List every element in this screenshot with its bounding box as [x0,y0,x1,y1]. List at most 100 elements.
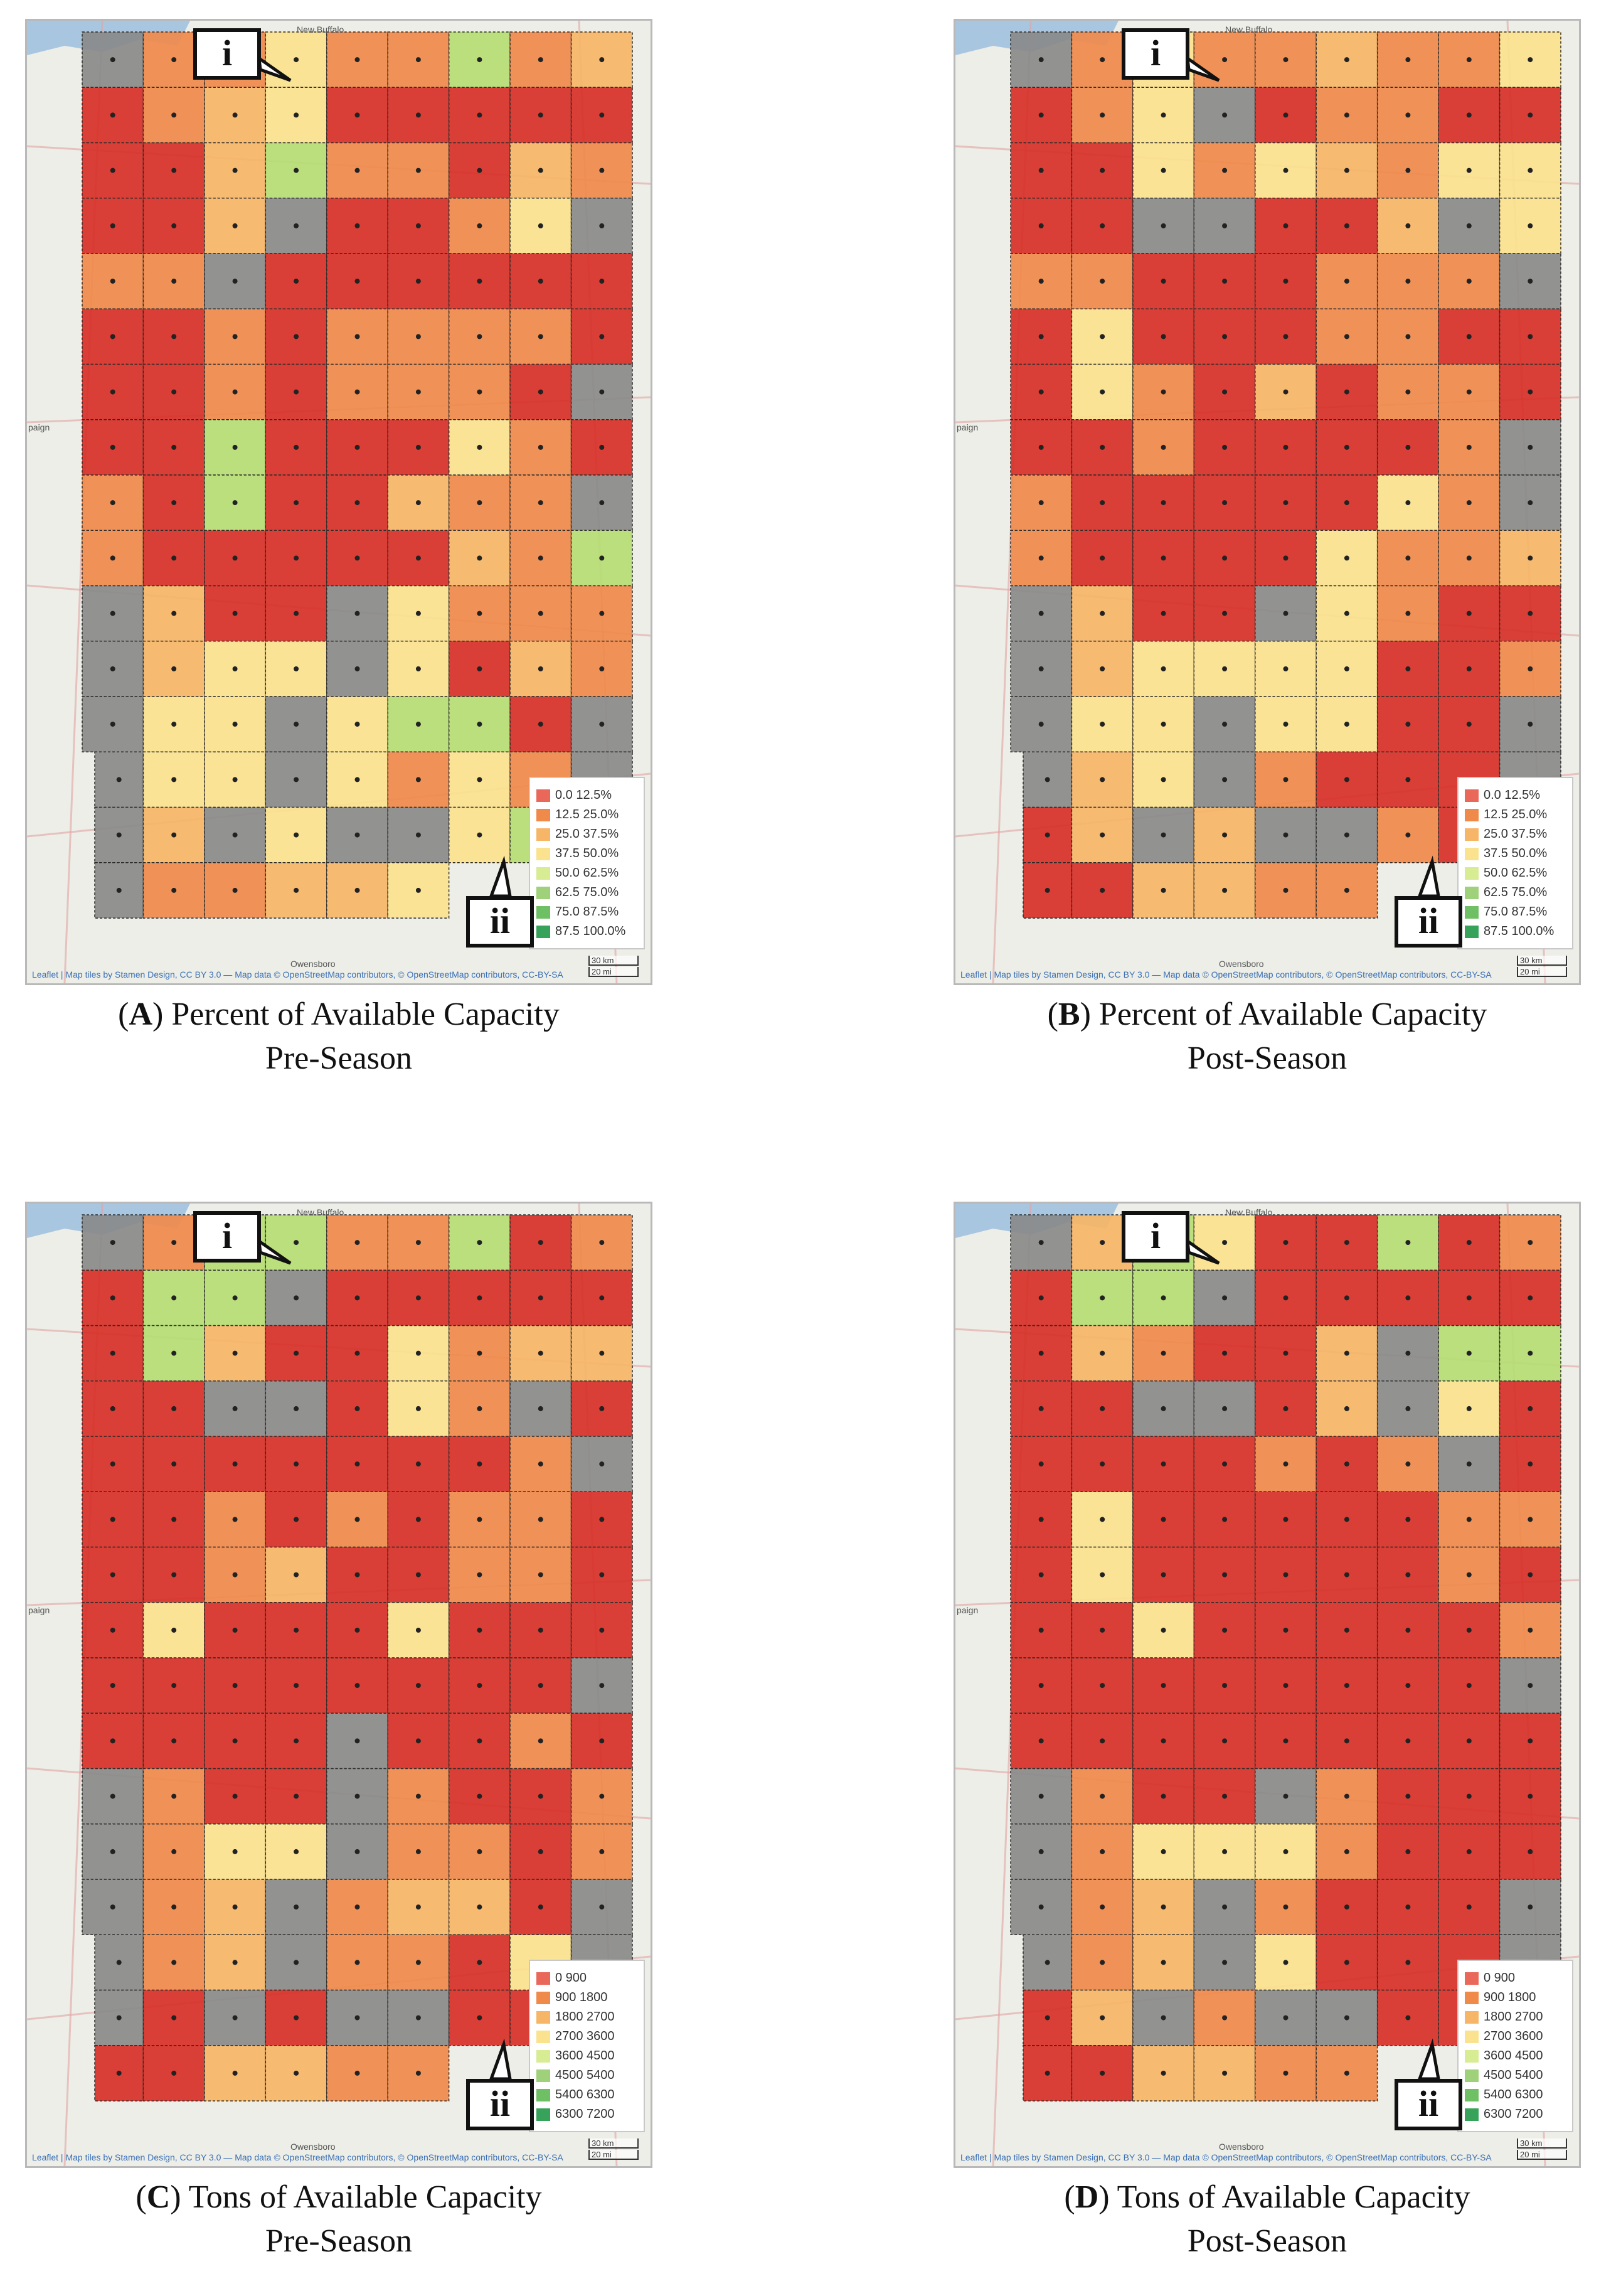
map-frame[interactable]: New Buffalo paign Owensboro 0.0 12.5% 12.… [954,19,1581,985]
county-centroid-dot [232,1683,238,1689]
legend-entry: 2700 3600 [1465,2027,1566,2046]
county-centroid-dot [415,444,421,450]
legend-swatch [536,1972,550,1985]
caption-letter: B [1058,996,1080,1032]
legend-swatch [1465,789,1479,802]
county-centroid-dot [1100,1904,1105,1910]
county-centroid-dot [1344,1406,1349,1411]
county-centroid-dot [294,2070,299,2076]
legend-label: 0.0 12.5% [1484,788,1541,802]
map-attribution[interactable]: Leaflet | Map tiles by Stamen Design, CC… [32,969,563,980]
map-attribution[interactable]: Leaflet | Map tiles by Stamen Design, CC… [32,2152,563,2162]
county-centroid-dot [1528,1738,1533,1744]
county-centroid-dot [1161,1738,1166,1744]
county-centroid-dot [1222,777,1228,782]
county-centroid-dot [1283,1406,1289,1411]
county-centroid-dot [538,168,543,173]
county-centroid-dot [232,832,238,838]
county-centroid-dot [1100,1849,1105,1854]
county-centroid-dot [1405,168,1411,173]
county-centroid-dot [1100,1738,1105,1744]
county-centroid-dot [1528,389,1533,395]
county-centroid-dot [1100,168,1105,173]
county-centroid-dot [171,279,177,284]
county-centroid-dot [1100,832,1105,838]
map-frame[interactable]: New Buffalo paign Owensboro 0 900 900 180… [954,1202,1581,2168]
place-label-left: paign [957,1605,979,1615]
county-centroid-dot [354,722,360,727]
county-polygon [1071,806,1134,863]
county-centroid-dot [1466,1793,1472,1799]
county-centroid-dot [1222,555,1228,561]
map-svg[interactable] [27,1204,651,2166]
legend-entry: 3600 4500 [1465,2046,1566,2066]
legend-entry: 4500 5400 [536,2066,637,2085]
panel-b: New Buffalo paign Owensboro 0.0 12.5% 12.… [954,19,1581,1092]
county-centroid-dot [1100,1350,1105,1356]
legend-swatch [536,905,550,919]
county-centroid-dot [599,1904,605,1910]
county-centroid-dot [1344,223,1349,228]
county-centroid-dot [354,57,360,63]
legend-entry: 75.0 87.5% [536,902,637,922]
legend-entry: 37.5 50.0% [536,844,637,863]
county-centroid-dot [1405,444,1411,450]
legend-swatch [536,2088,550,2101]
county-centroid-dot [110,555,115,561]
county-centroid-dot [110,1904,115,1910]
map-attribution[interactable]: Leaflet | Map tiles by Stamen Design, CC… [960,2152,1492,2162]
legend-entry: 6300 7200 [536,2105,637,2124]
legend-entry: 62.5 75.0% [1465,883,1566,902]
caption: (B) Percent of Available Capacity Post-S… [1047,996,1487,1076]
county-centroid-dot [1405,1461,1411,1467]
county-centroid-dot [354,1461,360,1467]
county-centroid-dot [1100,1572,1105,1578]
county-centroid-dot [599,223,605,228]
county-centroid-dot [1283,279,1289,284]
county-centroid-dot [1100,334,1105,339]
map-svg[interactable] [955,21,1579,983]
county-centroid-dot [294,500,299,506]
county-centroid-dot [1100,1793,1105,1799]
county-centroid-dot [110,1627,115,1633]
county-centroid-dot [415,1738,421,1744]
county-centroid-dot [415,1793,421,1799]
county-centroid-dot [1100,223,1105,228]
county-centroid-dot [477,223,482,228]
county-centroid-dot [477,112,482,118]
county-centroid-dot [1344,777,1349,782]
legend-label: 5400 6300 [555,2088,615,2101]
county-centroid-dot [1038,1572,1044,1578]
legend-swatch [1465,1972,1479,1985]
county-centroid-dot [1100,389,1105,395]
county-centroid-dot [110,1517,115,1522]
county-centroid-dot [294,1960,299,1965]
county-centroid-dot [1344,1793,1349,1799]
county-centroid-dot [538,1350,543,1356]
county-centroid-dot [477,2015,482,2021]
county-centroid-dot [1528,1517,1533,1522]
county-centroid-dot [1283,334,1289,339]
map-frame[interactable]: New Buffalo paign Owensboro 0 900 900 180… [25,1202,652,2168]
county-centroid-dot [1405,777,1411,782]
county-centroid-dot [415,2015,421,2021]
county-centroid-dot [1466,1461,1472,1467]
county-centroid-dot [1466,168,1472,173]
county-centroid-dot [1222,57,1228,63]
map-attribution[interactable]: Leaflet | Map tiles by Stamen Design, CC… [960,969,1492,980]
county-centroid-dot [354,1738,360,1744]
county-polygon [326,2045,388,2101]
legend-entry: 900 1800 [536,1988,637,2007]
county-centroid-dot [1161,334,1166,339]
map-frame[interactable]: New Buffalo paign Owensboro 0.0 12.5% 12.… [25,19,652,985]
county-centroid-dot [1405,1572,1411,1578]
county-centroid-dot [1344,389,1349,395]
county-centroid-dot [1100,1627,1105,1633]
county-centroid-dot [232,2070,238,2076]
county-centroid-dot [110,444,115,450]
county-centroid-dot [354,1406,360,1411]
legend-entry: 900 1800 [1465,1988,1566,2007]
county-centroid-dot [1405,1240,1411,1246]
county-centroid-dot [477,1960,482,1965]
county-centroid-dot [1528,1904,1533,1910]
